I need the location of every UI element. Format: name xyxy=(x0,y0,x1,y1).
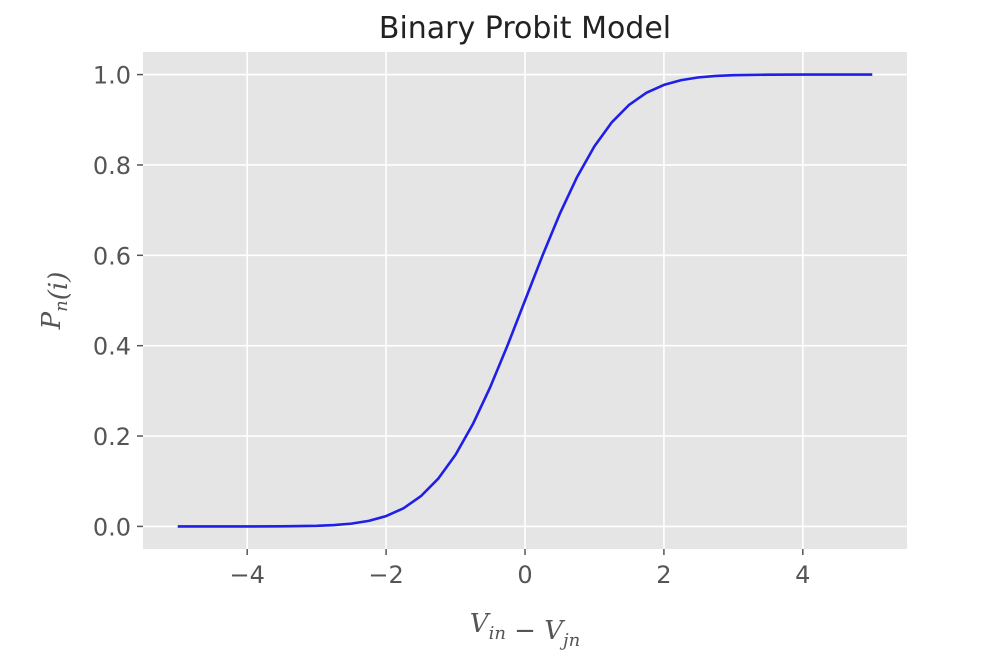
axis-label-part: V xyxy=(470,609,491,639)
x-tick-label: 4 xyxy=(795,561,810,589)
y-tick-label: 0.4 xyxy=(93,333,131,361)
x-axis-label: Vin − Vjn xyxy=(470,609,580,651)
y-axis-label: Pn(i) xyxy=(37,272,74,331)
x-tick-label: 0 xyxy=(517,561,532,589)
axis-label-part: P xyxy=(37,311,67,330)
y-tick-label: 0.0 xyxy=(93,513,131,541)
axis-label-subscript: jn xyxy=(559,630,580,651)
y-tick-label: 0.2 xyxy=(93,423,131,451)
axis-label-subscript: n xyxy=(51,300,72,312)
axis-label-part: V xyxy=(544,616,565,646)
y-tick-label: 0.6 xyxy=(93,242,131,270)
axis-ticks: −4 −2 0 2 4 0.0 0.2 0.4 0.6 0.8 1.0 xyxy=(93,62,811,589)
series-line-probit xyxy=(177,73,873,528)
chart-title: Binary Probit Model xyxy=(379,11,671,46)
axis-label-part: (i) xyxy=(44,272,74,301)
y-tick-label: 1.0 xyxy=(93,62,131,90)
axis-label-subscript: in xyxy=(489,623,506,644)
y-tick-label: 0.8 xyxy=(93,152,131,180)
x-tick-label: −2 xyxy=(368,561,403,589)
axis-label-part: − xyxy=(506,616,544,646)
x-tick-label: 2 xyxy=(656,561,671,589)
x-tick-label: −4 xyxy=(229,561,264,589)
